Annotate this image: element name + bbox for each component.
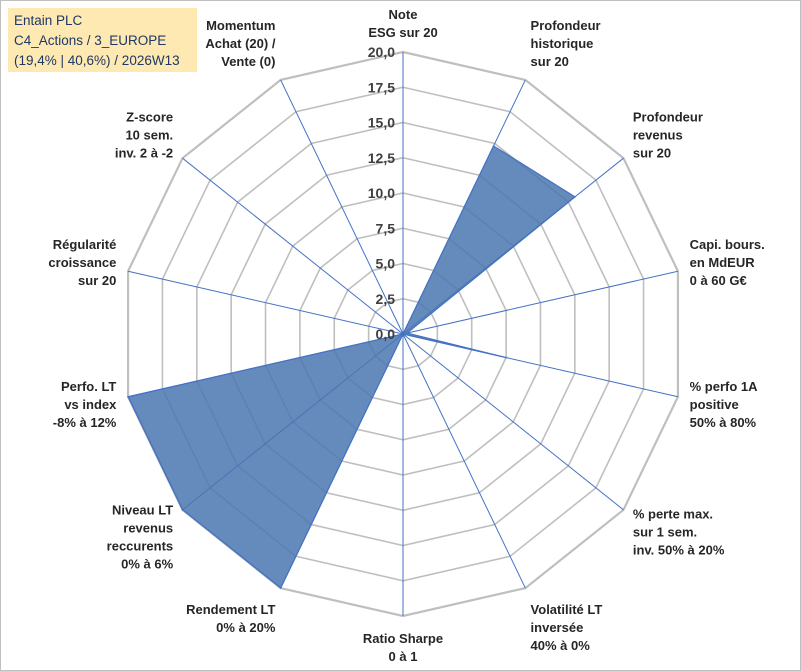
axis-label-line: % perfo 1A xyxy=(690,379,759,394)
axis-label-line: Ratio Sharpe xyxy=(363,631,443,646)
axis-label: Profondeur historique sur 20 xyxy=(531,18,601,69)
axis-label-line: croissance xyxy=(48,255,116,270)
axis-label-line: inv. 2 à -2 xyxy=(115,146,173,161)
radar-axis-labels: Note ESG sur 20 Profondeur historique sur 20… xyxy=(48,7,764,664)
axis-label-line: Rendement LT xyxy=(186,602,275,617)
axis-label-line: Achat (20) / xyxy=(205,36,275,51)
axis-spoke xyxy=(402,270,679,335)
tick-label: 5,0 xyxy=(376,256,396,272)
axis-label: Profondeur revenus sur 20 xyxy=(633,110,703,161)
axis-label-line: Niveau LT xyxy=(112,503,173,518)
axis-label-line: 40% à 0% xyxy=(531,638,591,653)
axis-label-line: historique xyxy=(531,36,594,51)
tick-label: 12,5 xyxy=(368,150,395,166)
radar-series xyxy=(127,145,576,589)
axis-label-line: reccurents xyxy=(107,539,173,554)
axis-label-line: % perte max. xyxy=(633,506,713,521)
axis-label-line: sur 20 xyxy=(633,146,671,161)
axis-label-line: Volatilité LT xyxy=(531,602,603,617)
axis-label: Niveau LT revenus reccurents 0% à 6% xyxy=(107,503,174,572)
axis-label-line: Perfo. LT xyxy=(61,379,116,394)
axis-label-line: positive xyxy=(690,397,739,412)
axis-label-line: ESG sur 20 xyxy=(368,25,437,40)
data-point xyxy=(406,332,408,334)
axis-spoke xyxy=(182,157,404,335)
axis-label: Volatilité LT inversée 40% à 0% xyxy=(531,602,603,653)
axis-label-line: sur 1 sem. xyxy=(633,524,697,539)
axis-label-line: Z-score xyxy=(126,110,173,125)
data-point xyxy=(574,196,576,198)
axis-label-line: sur 20 xyxy=(78,273,116,288)
axis-spoke xyxy=(402,333,526,589)
axis-label-line: en MdEUR xyxy=(690,255,756,270)
axis-label-line: vs index xyxy=(64,397,117,412)
axis-label-line: Régularité xyxy=(53,237,117,252)
data-point xyxy=(492,145,495,147)
axis-label-line: Profondeur xyxy=(633,110,703,125)
axis-label: Régularité croissance sur 20 xyxy=(48,237,116,288)
data-point xyxy=(127,395,129,398)
radar-tick-labels: 0,0 2,5 5,0 7,5 10,0 12,5 15,0 17,5 20,0 xyxy=(368,44,395,342)
axis-label-line: Vente (0) xyxy=(221,54,275,69)
tick-label: 0,0 xyxy=(376,326,396,342)
axis-label-line: Note xyxy=(389,7,418,22)
axis-label: Note ESG sur 20 xyxy=(368,7,437,40)
tick-label: 2,5 xyxy=(376,291,396,307)
data-point xyxy=(279,587,282,589)
axis-spoke xyxy=(280,79,404,335)
axis-label-line: Profondeur xyxy=(531,18,601,33)
tick-label: 7,5 xyxy=(376,220,396,236)
axis-label-line: revenus xyxy=(123,521,173,536)
axis-label-line: 50% à 80% xyxy=(690,415,757,430)
title-box: Entain PLC C4_Actions / 3_EUROPE (19,4% … xyxy=(8,8,197,72)
period-label: (19,4% | 40,6%) / 2026W13 xyxy=(14,53,180,68)
tick-label: 20,0 xyxy=(368,44,395,60)
tick-label: 10,0 xyxy=(368,185,395,201)
axis-label-line: Momentum xyxy=(206,18,275,33)
axis-label-line: 0 à 1 xyxy=(389,649,418,664)
axis-label-line: 0% à 6% xyxy=(121,557,173,572)
axis-label: Capi. bours. en MdEUR 0 à 60 G€ xyxy=(690,237,765,288)
category-label: C4_Actions / 3_EUROPE xyxy=(14,33,167,48)
tick-label: 15,0 xyxy=(368,115,395,131)
axis-label: Rendement LT 0% à 20% xyxy=(186,602,276,635)
axis-label-line: 0% à 20% xyxy=(216,620,276,635)
axis-spoke xyxy=(402,333,624,511)
axis-label: Ratio Sharpe 0 à 1 xyxy=(363,631,443,664)
company-name: Entain PLC xyxy=(14,13,83,28)
axis-label: % perte max. sur 1 sem. inv. 50% à 20% xyxy=(633,506,725,557)
axis-label-line: -8% à 12% xyxy=(53,415,117,430)
axis-label-line: inversée xyxy=(531,620,584,635)
axis-spoke xyxy=(127,270,404,335)
axis-label: Perfo. LT vs index -8% à 12% xyxy=(53,379,117,430)
data-point xyxy=(181,509,184,511)
axis-label: Momentum Achat (20) / Vente (0) xyxy=(205,18,275,69)
axis-label-line: 0 à 60 G€ xyxy=(690,273,747,288)
tick-label: 17,5 xyxy=(368,79,395,95)
data-point xyxy=(505,356,507,359)
axis-label-line: sur 20 xyxy=(531,54,569,69)
axis-label-line: Capi. bours. xyxy=(690,237,765,252)
axis-label: Z-score 10 sem. inv. 2 à -2 xyxy=(115,110,173,161)
axis-label-line: inv. 50% à 20% xyxy=(633,542,725,557)
axis-label-line: 10 sem. xyxy=(125,128,173,143)
axis-label-line: revenus xyxy=(633,128,683,143)
data-point xyxy=(402,333,404,335)
axis-label: % perfo 1A positive 50% à 80% xyxy=(690,379,759,430)
series-area xyxy=(127,145,576,589)
